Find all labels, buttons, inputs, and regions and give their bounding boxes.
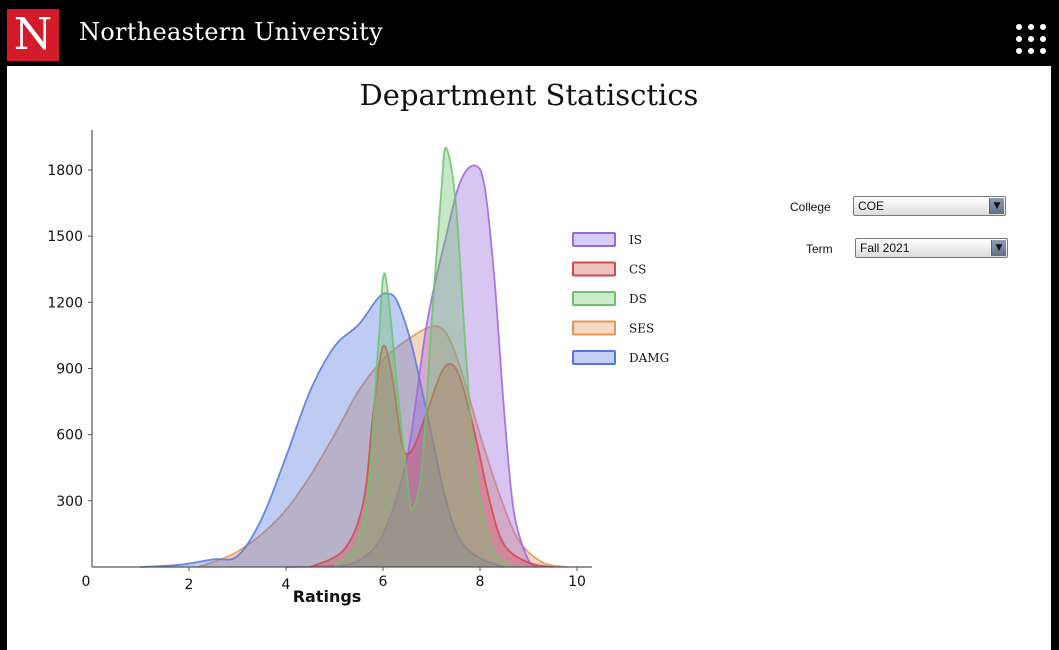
x-tick-label: 4	[282, 577, 291, 593]
density-line-ds	[333, 146, 520, 568]
x-tick-label: 6	[379, 574, 388, 590]
chart-title: Department Statisctics	[359, 78, 699, 112]
y-tick-label: 1200	[47, 295, 83, 311]
brand-title: Northeastern University	[79, 18, 383, 46]
legend-swatch-cs	[572, 261, 616, 277]
density-line-damg	[140, 292, 505, 568]
legend-label-damg: DAMG	[629, 351, 669, 365]
legend-label-ds: DS	[629, 292, 647, 306]
legend-swatch-ds	[572, 291, 616, 306]
y-tick-label: 1500	[47, 229, 83, 245]
legend-label-is: IS	[629, 233, 642, 247]
x-tick-label: 8	[476, 574, 485, 590]
college-select[interactable]: COE ▼	[853, 196, 1006, 216]
x-axis-label: Ratings	[293, 587, 362, 606]
density-area-damg	[140, 293, 505, 567]
y-tick-label: 1800	[47, 163, 83, 179]
term-select[interactable]: Fall 2021 ▼	[855, 238, 1008, 258]
y-tick-label: 900	[56, 362, 83, 378]
density-line-ses	[198, 325, 568, 568]
legend-label-ses: SES	[629, 322, 654, 336]
university-logo[interactable]: N	[7, 9, 59, 61]
legend-label-cs: CS	[629, 263, 646, 277]
app-header: N Northeastern University	[0, 0, 1059, 66]
term-select-value: Fall 2021	[860, 241, 910, 255]
grid-dots-icon[interactable]	[1015, 24, 1047, 54]
college-select-value: COE	[858, 199, 885, 213]
content-panel: Department Statisctics 300 600 900 1200 1500…	[7, 66, 1051, 650]
college-label: College	[790, 200, 831, 214]
chevron-down-icon[interactable]: ▼	[991, 240, 1006, 256]
density-chart: 300 600 900 1200 1500 1800 0 2 4 6 8 10 Ratings IS CS D…	[47, 130, 669, 606]
density-area-ds	[334, 147, 519, 567]
legend-swatch-damg	[572, 350, 616, 365]
y-tick-label: 600	[56, 428, 83, 444]
x-tick-label: 2	[185, 577, 194, 593]
density-line-is	[285, 164, 539, 568]
x-tick-label: 0	[82, 574, 91, 590]
y-tick-label: 300	[56, 494, 83, 510]
term-label: Term	[806, 242, 833, 256]
density-area-ses	[198, 326, 568, 567]
legend-swatch-ses	[572, 320, 616, 336]
x-tick-label: 10	[568, 574, 586, 590]
chevron-down-icon[interactable]: ▼	[989, 198, 1004, 214]
legend-swatch-is	[572, 232, 616, 247]
